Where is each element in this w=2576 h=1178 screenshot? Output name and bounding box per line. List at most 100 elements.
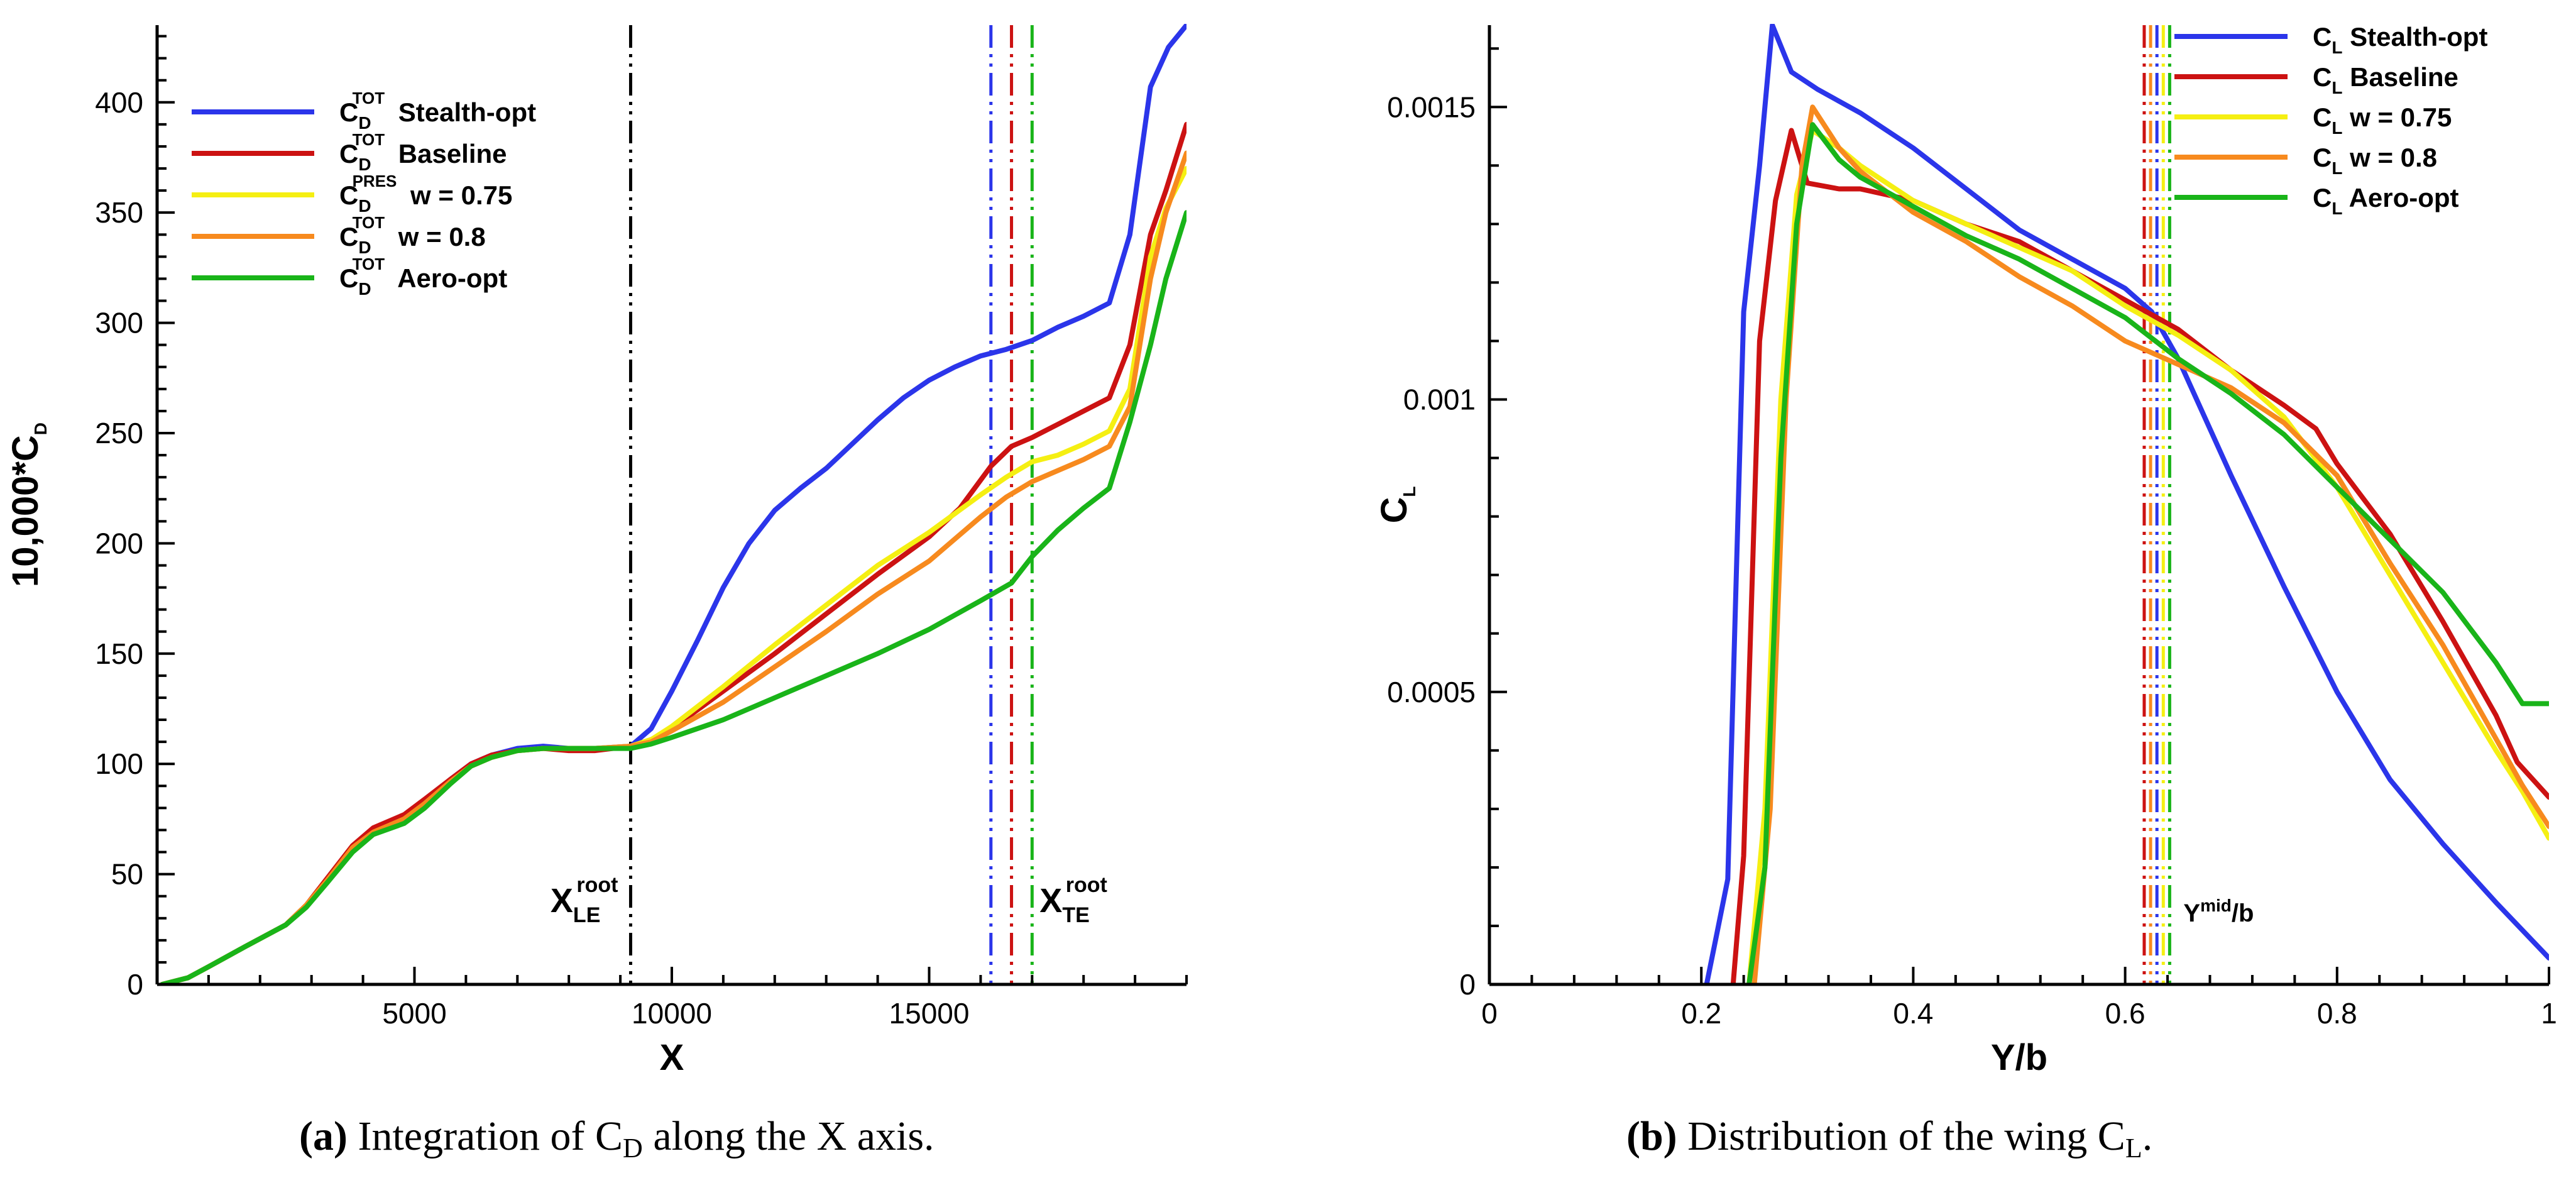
x-tick-label-b: 0 — [1481, 997, 1498, 1030]
y-tick-label-b: 0.0005 — [1387, 676, 1476, 708]
series-line-a-aero-opt — [160, 210, 1187, 984]
series-line-b-w-0-75 — [1746, 128, 2549, 984]
caption-a-tag: (a) — [299, 1113, 348, 1159]
legend-entry-a-0: CD TOT Stealth-opt — [339, 89, 536, 133]
x-tick-label-b: 0.8 — [2317, 997, 2357, 1030]
legend-base: C — [339, 97, 358, 127]
vline-label-base: X — [551, 882, 573, 920]
series-line-b-baseline — [1730, 128, 2549, 984]
x-tick-label-a: 5000 — [382, 997, 446, 1030]
legend-sup: PRES — [353, 172, 397, 190]
legend-base: C — [339, 139, 358, 168]
legend-name: Baseline — [391, 139, 507, 168]
legend-entry-b-3: CL w = 0.8 — [2313, 143, 2437, 178]
x-tick-label-b: 1 — [2541, 997, 2557, 1030]
caption-b-text-end: . — [2142, 1113, 2153, 1159]
caption-a: (a) Integration of CD along the X axis. — [299, 1113, 934, 1162]
legend-sub: L — [2332, 199, 2342, 218]
vline-label-base: X — [1039, 882, 1062, 920]
legend-base: C — [339, 180, 358, 210]
legend-name: w = 0.75 — [2342, 102, 2452, 132]
legend-name: w = 0.8 — [2342, 143, 2437, 172]
y-axis-label-text: C — [1374, 497, 1415, 524]
series-line-b-stealth-opt — [1704, 24, 2549, 984]
y-tick-label-a: 0 — [127, 968, 143, 1001]
legend-sub: L — [2332, 38, 2342, 57]
y-tick-label-b: 0 — [1459, 968, 1476, 1001]
vline-label-a-3: XTE root — [1039, 873, 1107, 927]
legend-sub: D — [358, 279, 371, 299]
y-tick-label-a: 150 — [95, 637, 143, 670]
legend-name: Aero-opt — [391, 263, 507, 293]
caption-b: (b) Distribution of the wing CL. — [1626, 1113, 2153, 1162]
series-line-b-aero-opt — [1746, 122, 2549, 984]
caption-b-text: Distribution of the wing C — [1677, 1113, 2125, 1159]
legend-sub: D — [358, 113, 371, 133]
series-line-a-w-0-75 — [160, 166, 1187, 984]
legend-entry-b-2: CL w = 0.75 — [2313, 102, 2452, 138]
y-tick-label-b: 0.0015 — [1387, 91, 1476, 123]
y-axis-label-text: 10,000*C — [5, 435, 46, 587]
legend-entry-a-4: CD TOT Aero-opt — [339, 255, 507, 299]
y-tick-label-a: 200 — [95, 527, 143, 559]
vline-label-a-0: XLE root — [551, 873, 618, 927]
legend-sup: TOT — [353, 213, 385, 232]
legend-sup: TOT — [353, 255, 385, 273]
legend-base: C — [2313, 102, 2332, 132]
legend-base: C — [2313, 183, 2332, 212]
y-axis-label-a: 10,000*CD — [5, 422, 50, 587]
legend-name: w = 0.8 — [391, 222, 486, 251]
legend-base: C — [339, 263, 358, 293]
y-axis-label-b: CL — [1374, 487, 1419, 524]
y-axis-label-sub: L — [1400, 487, 1419, 497]
legend-name: Aero-opt — [2342, 183, 2458, 212]
y-tick-label-a: 350 — [95, 196, 143, 229]
y-tick-label-a: 250 — [95, 417, 143, 449]
y-tick-label-a: 400 — [95, 86, 143, 119]
vline-label-sup: mid — [2200, 896, 2232, 915]
x-axis-label-a: X — [660, 1037, 684, 1078]
vline-label-base: Y — [2183, 900, 2200, 927]
legend-entry-b-1: CL Baseline — [2313, 62, 2458, 97]
x-tick-label-a: 10000 — [632, 997, 712, 1030]
caption-a-text-end: along the X axis. — [642, 1113, 934, 1159]
vline-label-sub: LE — [573, 903, 600, 927]
x-tick-label-b: 0.2 — [1681, 997, 1721, 1030]
legend-entry-b-4: CL Aero-opt — [2313, 183, 2459, 218]
x-axis-label-b: Y/b — [1991, 1037, 2047, 1078]
y-tick-label-a: 50 — [111, 858, 143, 891]
legend-sub: D — [358, 196, 371, 216]
legend-sup: TOT — [353, 130, 385, 149]
legend-name: Baseline — [2342, 62, 2458, 92]
x-tick-label-b: 0.6 — [2105, 997, 2146, 1030]
legend-name: Stealth-opt — [391, 97, 536, 127]
series-line-b-w-0-8 — [1751, 104, 2549, 984]
vline-label-b-4: Ymid/b — [2183, 896, 2254, 927]
x-tick-label-a: 15000 — [889, 997, 970, 1030]
legend-entry-a-3: CD TOT w = 0.8 — [339, 213, 486, 257]
legend-sub: D — [358, 238, 371, 257]
y-tick-label-b: 0.001 — [1403, 383, 1476, 416]
legend-name: Stealth-opt — [2342, 22, 2487, 52]
caption-a-sub: D — [623, 1133, 643, 1164]
legend-sup: TOT — [353, 89, 385, 107]
legend-sub: L — [2332, 78, 2342, 97]
caption-b-tag: (b) — [1626, 1113, 1677, 1159]
legend-base: C — [2313, 143, 2332, 172]
legend-sub: L — [2332, 118, 2342, 138]
vline-label-suffix: /b — [2232, 900, 2254, 927]
x-tick-label-b: 0.4 — [1893, 997, 1933, 1030]
legend-entry-a-2: CD PRES w = 0.75 — [339, 172, 512, 216]
caption-a-text: Integration of C — [347, 1113, 623, 1159]
legend-name: w = 0.75 — [403, 180, 512, 210]
legend-entry-b-0: CL Stealth-opt — [2313, 22, 2487, 57]
legend-base: C — [2313, 62, 2332, 92]
legend-sub: L — [2332, 158, 2342, 178]
vline-label-sup: root — [1066, 873, 1107, 897]
y-tick-label-a: 100 — [95, 747, 143, 780]
caption-b-sub: L — [2125, 1133, 2142, 1164]
vline-label-sub: TE — [1062, 903, 1089, 927]
legend-base: C — [339, 222, 358, 251]
